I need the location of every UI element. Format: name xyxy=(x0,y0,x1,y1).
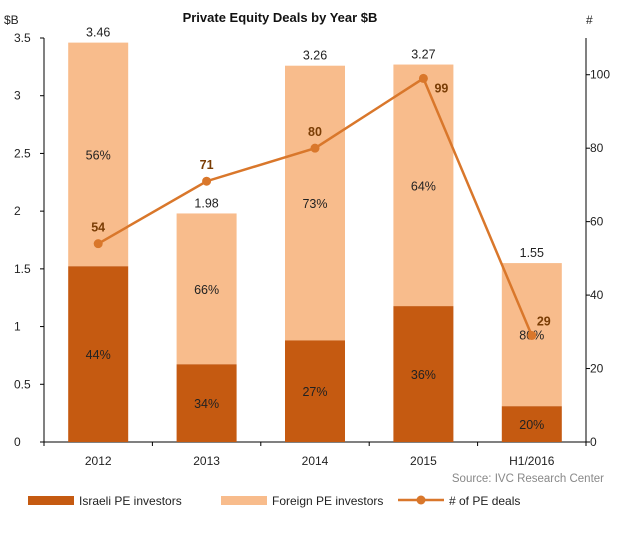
bar-israeli xyxy=(393,306,454,442)
x-tick-label: 2015 xyxy=(410,454,437,468)
legend-marker-deals xyxy=(416,495,426,505)
israeli-share-label: 44% xyxy=(86,348,111,362)
x-tick-label: 2012 xyxy=(85,454,112,468)
left-tick-label: 3 xyxy=(14,89,21,103)
deals-value-label: 29 xyxy=(537,314,551,328)
israeli-share-label: 27% xyxy=(302,385,327,399)
left-tick-label: 1.5 xyxy=(14,262,31,276)
left-tick-label: 2.5 xyxy=(14,146,31,160)
legend-item-deals: # of PE deals xyxy=(398,494,520,508)
deals-marker xyxy=(527,330,537,340)
x-tick-label: H1/2016 xyxy=(509,454,555,468)
right-tick-label: 100 xyxy=(590,68,610,82)
deals-marker xyxy=(418,73,428,83)
bar-foreign xyxy=(285,65,345,341)
israeli-share-label: 36% xyxy=(411,368,436,382)
deals-value-label: 80 xyxy=(308,125,322,139)
right-tick-label: 40 xyxy=(590,288,604,302)
right-axis-unit: # xyxy=(586,13,593,27)
bar-israeli xyxy=(176,364,237,442)
legend-label-foreign: Foreign PE investors xyxy=(272,494,383,508)
deals-value-label: 99 xyxy=(434,81,448,95)
bar-foreign xyxy=(68,42,129,267)
left-tick-label: 0 xyxy=(14,435,21,449)
bar-foreign xyxy=(176,213,237,365)
x-tick-label: 2014 xyxy=(302,454,329,468)
bar-total-label: 3.27 xyxy=(411,48,435,62)
foreign-share-label: 66% xyxy=(194,283,219,297)
legend-swatch-foreign xyxy=(221,496,267,505)
bar-israeli xyxy=(285,340,345,442)
bar-total-label: 1.55 xyxy=(520,246,544,260)
chart-title: Private Equity Deals by Year $B xyxy=(183,10,378,25)
deals-marker xyxy=(202,176,212,186)
legend-swatch-israeli xyxy=(28,496,74,505)
source-note: Source: IVC Research Center xyxy=(452,473,604,485)
left-tick-label: 2 xyxy=(14,204,21,218)
bar-labels-group: 3.46 56% 44% 1.98 66% 34% 3.26 73% 27% 3.27 64% 36%… xyxy=(86,26,545,432)
israeli-share-label: 34% xyxy=(194,397,219,411)
left-tick-label: 1 xyxy=(14,320,21,334)
bar-israeli xyxy=(501,406,562,442)
bar-israeli xyxy=(68,266,129,442)
right-tick-label: 80 xyxy=(590,141,604,155)
deals-marker xyxy=(93,239,103,249)
deals-value-label: 71 xyxy=(200,158,214,172)
left-axis-ticks: 0 0.5 1 1.5 2 2.5 3 3.5 xyxy=(14,31,44,449)
x-axis-ticks: 2012 2013 2014 2015 H1/2016 xyxy=(43,442,587,468)
legend-item-israeli: Israeli PE investors xyxy=(28,494,182,508)
legend-label-israeli: Israeli PE investors xyxy=(79,494,182,508)
left-tick-label: 3.5 xyxy=(14,31,31,45)
left-axis-unit: $B xyxy=(4,13,19,27)
x-tick-label: 2013 xyxy=(193,454,220,468)
bars-group xyxy=(68,42,562,442)
israeli-share-label: 20% xyxy=(519,418,544,432)
left-tick-label: 0.5 xyxy=(14,377,31,391)
right-tick-label: 60 xyxy=(590,215,604,229)
deals-value-label: 54 xyxy=(91,221,105,235)
legend: Israeli PE investors Foreign PE investor… xyxy=(28,494,520,508)
right-tick-label: 20 xyxy=(590,362,604,376)
bar-total-label: 3.46 xyxy=(86,26,110,40)
bar-foreign xyxy=(393,64,454,307)
foreign-share-label: 73% xyxy=(302,197,327,211)
bar-total-label: 1.98 xyxy=(194,196,218,210)
foreign-share-label: 56% xyxy=(86,148,111,162)
deals-marker xyxy=(310,143,320,153)
foreign-share-label: 64% xyxy=(411,179,436,193)
deals-line-group: 54 71 80 99 29 xyxy=(91,73,551,340)
bar-total-label: 3.26 xyxy=(303,49,327,63)
right-tick-label: 0 xyxy=(590,435,597,449)
right-axis-ticks: 0 20 40 60 80 100 xyxy=(586,68,610,449)
legend-item-foreign: Foreign PE investors xyxy=(221,494,383,508)
legend-label-deals: # of PE deals xyxy=(449,494,520,508)
